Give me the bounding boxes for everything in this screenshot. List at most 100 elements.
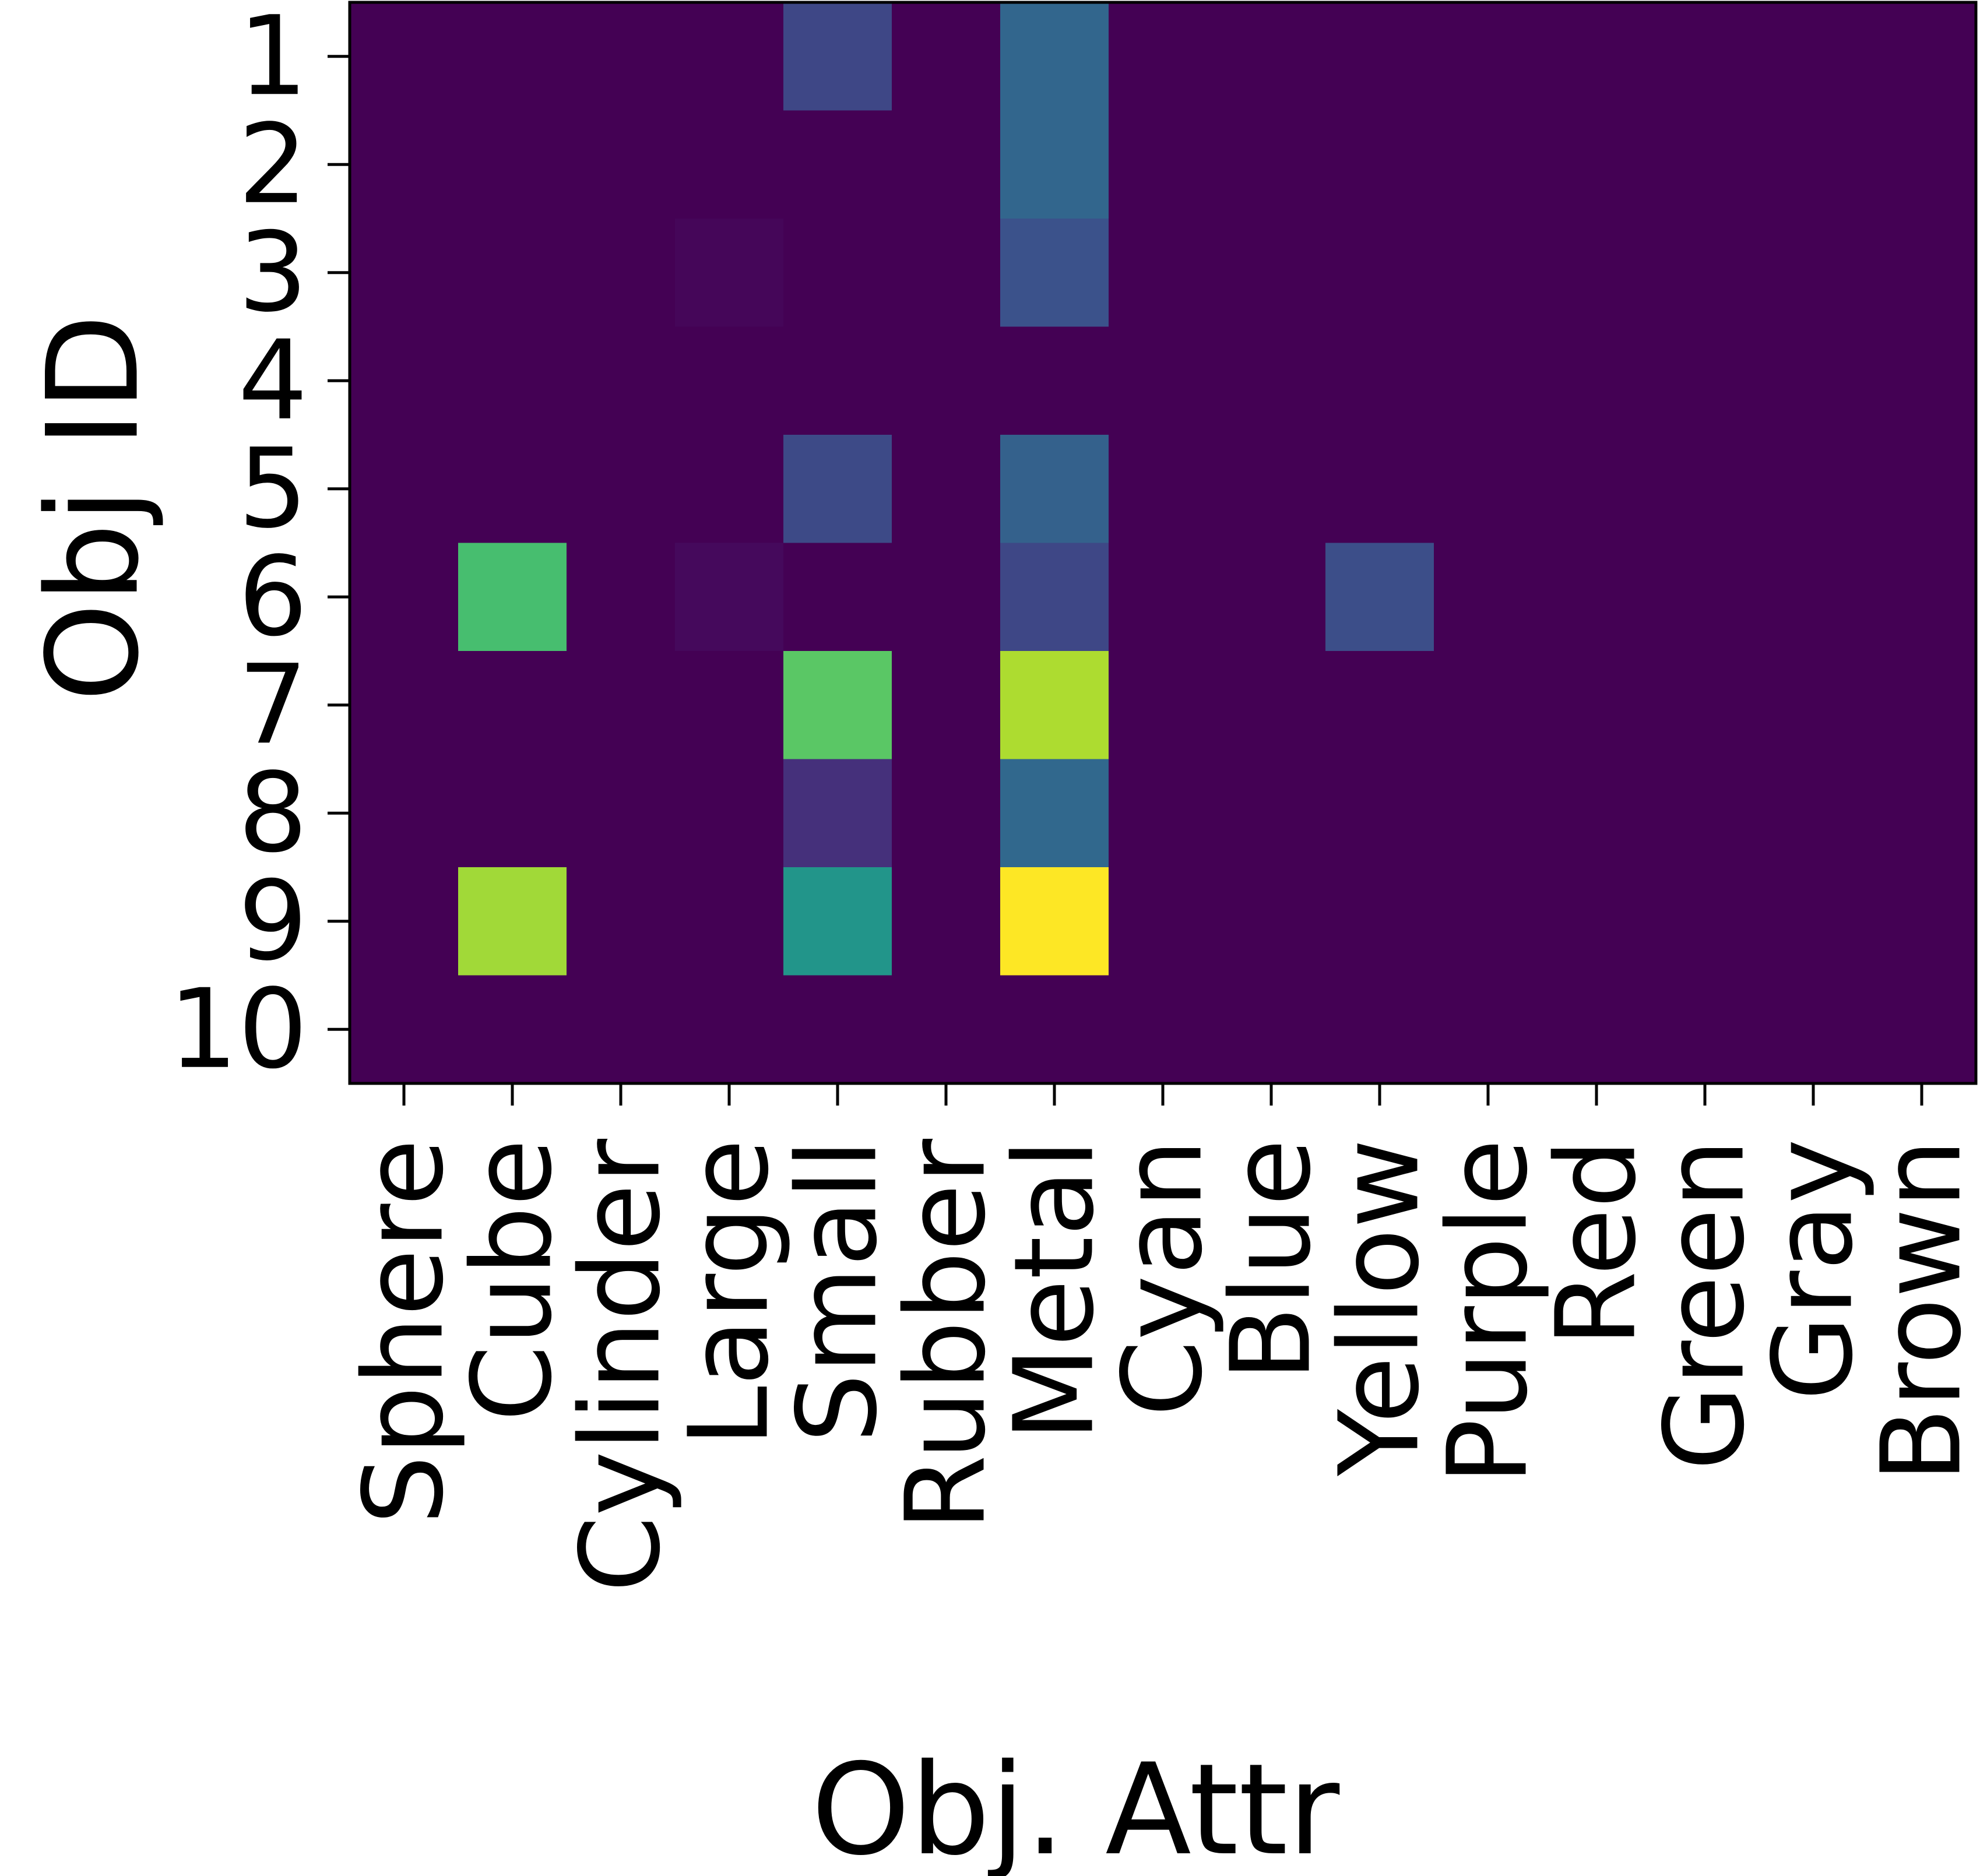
- heatmap-cell: [1759, 759, 1868, 868]
- heatmap-cell: [1434, 435, 1543, 544]
- heatmap-cell: [892, 867, 1001, 976]
- heatmap-cell: [350, 867, 459, 976]
- heatmap-cell: [1000, 867, 1109, 976]
- heatmap-cell: [1109, 975, 1218, 1084]
- heatmap-cell: [458, 2, 567, 111]
- heatmap-cell: [1109, 867, 1218, 976]
- heatmap-cell: [1759, 975, 1868, 1084]
- heatmap-cell: [1217, 435, 1326, 544]
- heatmap-cell: [567, 326, 676, 435]
- heatmap-cell: [1434, 759, 1543, 868]
- heatmap-cell: [892, 543, 1001, 652]
- heatmap-cell: [350, 759, 459, 868]
- heatmap-cell: [1000, 651, 1109, 760]
- heatmap-cell: [458, 219, 567, 328]
- heatmap-cell: [1759, 326, 1868, 435]
- heatmap-cell: [567, 867, 676, 976]
- heatmap-cell: [1651, 975, 1760, 1084]
- heatmap-cell: [1109, 651, 1218, 760]
- heatmap-cell: [783, 110, 892, 219]
- heatmap-cell: [1651, 543, 1760, 652]
- heatmap-cell: [1434, 543, 1543, 652]
- heatmap-cell: [350, 435, 459, 544]
- heatmap-cell: [1868, 759, 1977, 868]
- x-tick-label: Cube: [449, 1139, 576, 1421]
- heatmap-cell: [350, 975, 459, 1084]
- heatmap-cell: [1651, 651, 1760, 760]
- heatmap-cells: [350, 2, 1977, 1084]
- heatmap-cell: [1651, 219, 1760, 328]
- heatmap-cell: [1217, 651, 1326, 760]
- heatmap-cell: [1542, 435, 1651, 544]
- heatmap-cell: [1651, 110, 1760, 219]
- heatmap-cell: [1868, 435, 1977, 544]
- heatmap-cell: [1325, 435, 1434, 544]
- heatmap-cell: [892, 975, 1001, 1084]
- heatmap-cell: [1759, 219, 1868, 328]
- heatmap-cell: [458, 435, 567, 544]
- heatmap-cell: [892, 651, 1001, 760]
- heatmap-cell: [350, 326, 459, 435]
- heatmap-cell: [1651, 326, 1760, 435]
- heatmap-cell: [1000, 326, 1109, 435]
- y-tick-label: 5: [238, 425, 308, 552]
- heatmap-cell: [1325, 975, 1434, 1084]
- x-tick-label: Large: [666, 1139, 793, 1447]
- heatmap-cell: [675, 219, 784, 328]
- heatmap-cell: [567, 543, 676, 652]
- y-tick-label: 1: [238, 0, 308, 120]
- heatmap-cell: [350, 2, 459, 111]
- heatmap-cell: [675, 110, 784, 219]
- heatmap-cell: [458, 543, 567, 652]
- heatmap-cell: [892, 326, 1001, 435]
- heatmap-cell: [1217, 759, 1326, 868]
- heatmap-cell: [1109, 326, 1218, 435]
- x-tick-label: Brown: [1858, 1139, 1980, 1483]
- heatmap-cell: [1325, 110, 1434, 219]
- heatmap-cell: [783, 435, 892, 544]
- heatmap-cell: [892, 110, 1001, 219]
- heatmap-cell: [1325, 543, 1434, 652]
- y-tick-label: 10: [168, 966, 308, 1093]
- heatmap-cell: [1217, 975, 1326, 1084]
- heatmap-cell: [783, 759, 892, 868]
- heatmap-cell: [1868, 543, 1977, 652]
- heatmap-cell: [1434, 219, 1543, 328]
- heatmap-cell: [1000, 975, 1109, 1084]
- heatmap-cell: [1542, 867, 1651, 976]
- y-tick-label: 8: [238, 749, 308, 877]
- heatmap-cell: [1325, 651, 1434, 760]
- heatmap-cell: [1109, 110, 1218, 219]
- heatmap-cell: [1000, 219, 1109, 328]
- y-tick-label: 3: [238, 209, 308, 336]
- heatmap-cell: [892, 219, 1001, 328]
- heatmap-cell: [783, 219, 892, 328]
- heatmap-cell: [1759, 867, 1868, 976]
- heatmap-cell: [783, 651, 892, 760]
- heatmap-cell: [458, 110, 567, 219]
- heatmap-cell: [675, 867, 784, 976]
- heatmap-cell: [675, 435, 784, 544]
- heatmap-cell: [1109, 2, 1218, 111]
- heatmap-cell: [1542, 219, 1651, 328]
- heatmap-cell: [567, 219, 676, 328]
- heatmap-cell: [1434, 326, 1543, 435]
- heatmap-cell: [1651, 867, 1760, 976]
- heatmap-cell: [350, 543, 459, 652]
- heatmap-cell: [350, 110, 459, 219]
- heatmap-cell: [783, 543, 892, 652]
- heatmap-cell: [1434, 110, 1543, 219]
- heatmap-cell: [1759, 651, 1868, 760]
- heatmap-cell: [1217, 110, 1326, 219]
- heatmap-cell: [1651, 2, 1760, 111]
- heatmap-cell: [567, 651, 676, 760]
- heatmap-cell: [1217, 543, 1326, 652]
- heatmap-cell: [1542, 110, 1651, 219]
- heatmap-cell: [675, 759, 784, 868]
- heatmap-cell: [1542, 2, 1651, 111]
- heatmap-cell: [1759, 435, 1868, 544]
- heatmap-cell: [1109, 435, 1218, 544]
- heatmap-cell: [567, 2, 676, 111]
- heatmap-cell: [1109, 759, 1218, 868]
